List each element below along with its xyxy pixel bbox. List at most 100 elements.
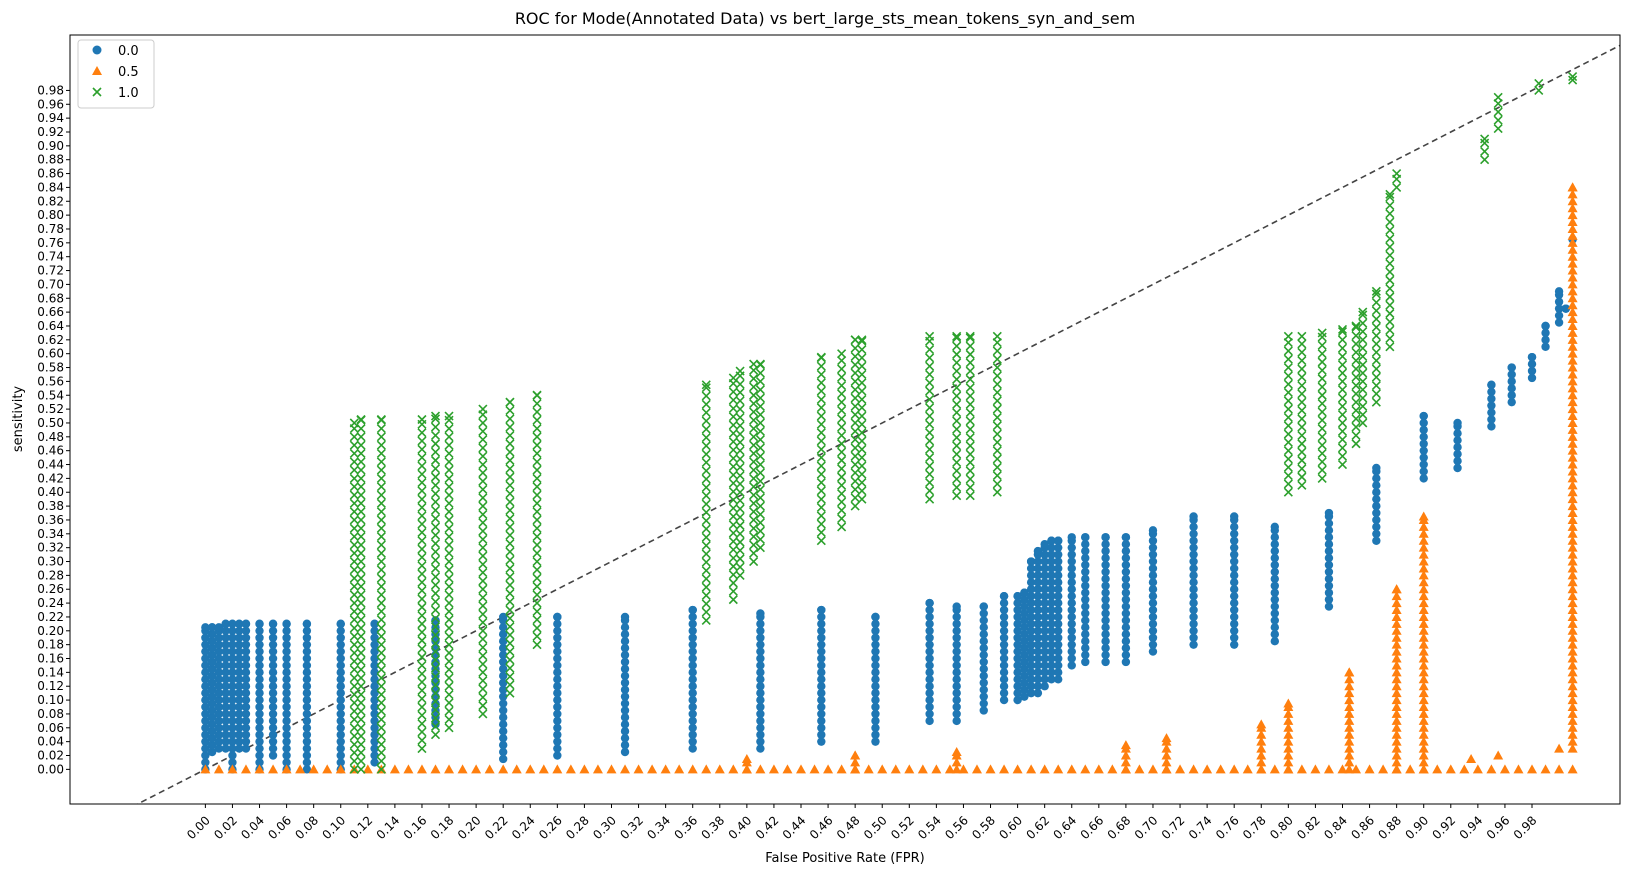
data-point <box>370 661 379 670</box>
data-point <box>1358 335 1368 345</box>
data-point <box>376 623 386 633</box>
data-point <box>1026 578 1036 587</box>
data-point <box>532 407 542 417</box>
data-point <box>349 515 359 525</box>
data-point <box>735 421 745 431</box>
data-point <box>349 590 359 600</box>
data-point <box>282 682 291 691</box>
data-point <box>1101 560 1110 570</box>
data-point <box>1188 764 1199 774</box>
data-point <box>356 640 366 650</box>
data-point <box>336 730 345 739</box>
data-point <box>925 626 934 636</box>
data-point <box>850 376 860 386</box>
data-point <box>1229 764 1240 774</box>
data-point <box>1358 368 1368 378</box>
data-point <box>282 695 291 705</box>
data-point <box>620 650 630 660</box>
data-point <box>1229 512 1239 521</box>
data-point <box>1229 557 1239 566</box>
data-point <box>221 737 230 746</box>
data-point <box>1567 667 1578 677</box>
data-point <box>1297 480 1307 490</box>
data-point <box>1418 511 1429 521</box>
data-point <box>349 457 359 467</box>
data-point <box>756 619 765 629</box>
data-point <box>281 764 292 774</box>
data-point <box>1358 360 1368 370</box>
data-point <box>1419 411 1428 421</box>
data-point <box>871 640 880 649</box>
data-point <box>1385 267 1395 277</box>
data-point <box>532 399 542 409</box>
data-point <box>356 698 366 708</box>
data-point <box>1419 439 1428 448</box>
data-point <box>478 651 488 661</box>
data-point <box>553 695 562 705</box>
data-point <box>1148 605 1158 615</box>
data-point <box>1466 753 1477 763</box>
data-point <box>1033 605 1043 615</box>
data-point <box>688 675 697 684</box>
data-point <box>1054 619 1063 629</box>
data-point <box>749 473 759 483</box>
data-point <box>235 737 244 746</box>
data-point <box>1047 557 1056 566</box>
data-point <box>268 626 278 636</box>
data-point <box>553 668 562 677</box>
data-point <box>1567 314 1578 324</box>
data-point <box>1567 528 1578 538</box>
legend-label: 1.0 <box>118 86 139 101</box>
data-point <box>532 540 542 550</box>
data-point <box>228 737 237 746</box>
data-point <box>1351 347 1361 357</box>
data-point <box>228 633 237 642</box>
data-point <box>235 633 244 642</box>
data-point <box>735 379 745 389</box>
data-point <box>965 416 975 426</box>
data-point <box>505 522 515 532</box>
data-point <box>417 710 427 720</box>
data-point <box>1229 605 1239 615</box>
data-point <box>1567 362 1578 372</box>
data-point <box>498 699 508 708</box>
data-point <box>1358 385 1368 395</box>
data-point <box>1358 401 1368 411</box>
data-point <box>207 650 217 660</box>
data-point <box>1189 612 1198 622</box>
y-tick-label: 0.18 <box>37 638 64 652</box>
data-point <box>1040 585 1049 594</box>
data-point <box>302 619 312 629</box>
data-point <box>553 633 562 642</box>
data-point <box>701 541 711 551</box>
data-point <box>235 661 244 670</box>
data-point <box>701 764 712 774</box>
data-point <box>1054 578 1063 587</box>
data-point <box>701 380 711 390</box>
data-point <box>952 331 962 341</box>
data-point <box>228 668 237 677</box>
data-point <box>282 716 291 726</box>
data-point <box>336 702 345 712</box>
data-point <box>349 623 359 633</box>
data-point <box>925 688 934 698</box>
data-point <box>1371 322 1381 332</box>
data-point <box>349 418 359 428</box>
data-point <box>1418 715 1429 725</box>
data-point <box>1026 647 1036 656</box>
data-point <box>925 461 935 471</box>
data-point <box>370 619 379 629</box>
data-point <box>701 449 711 459</box>
data-point <box>850 343 860 353</box>
data-point <box>336 682 345 691</box>
data-point <box>620 657 630 667</box>
data-point <box>1567 189 1578 199</box>
data-point <box>701 399 711 409</box>
data-point <box>1189 585 1198 594</box>
data-point <box>1507 377 1516 386</box>
data-point <box>505 505 515 515</box>
data-point <box>532 640 542 650</box>
data-point <box>755 401 765 411</box>
data-point <box>1344 667 1355 677</box>
data-point <box>1317 407 1327 417</box>
